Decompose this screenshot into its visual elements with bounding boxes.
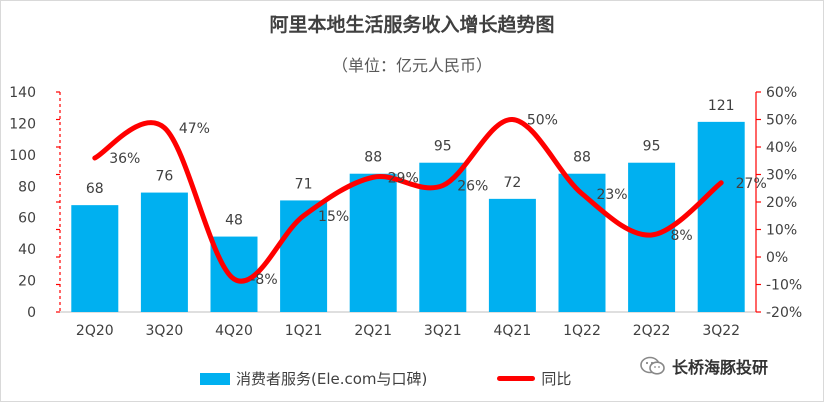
category-label: 4Q20 xyxy=(215,323,253,339)
brand-watermark: 长桥海豚投研 xyxy=(640,354,768,378)
bar xyxy=(140,192,188,312)
line-value-label: 8% xyxy=(670,228,692,244)
category-label: 3Q20 xyxy=(146,323,184,339)
left-tick-label: 20 xyxy=(18,274,36,290)
right-tick-label: 20% xyxy=(766,195,797,211)
bar-value-label: 71 xyxy=(295,176,313,192)
category-label: 2Q20 xyxy=(76,323,114,339)
left-tick-label: 0 xyxy=(27,305,36,321)
bar-value-label: 68 xyxy=(86,181,104,197)
yoy-series-line xyxy=(92,117,724,284)
right-tick-label: -10% xyxy=(766,278,802,294)
legend-line-label: 同比 xyxy=(541,370,572,388)
bar-value-label: 95 xyxy=(643,139,661,155)
category-label: 2Q21 xyxy=(354,323,392,339)
bar-value-label: 88 xyxy=(573,150,591,166)
left-tick-label: 140 xyxy=(9,85,36,101)
line-value-label: 26% xyxy=(457,179,488,195)
line-value-label: 36% xyxy=(109,151,140,167)
line-value-label: 29% xyxy=(388,170,419,186)
chart-legend: 消费者服务(Ele.com与口碑) 同比 xyxy=(200,368,571,389)
bar xyxy=(280,200,328,312)
line-value-label: 47% xyxy=(179,121,210,137)
right-tick-label: 30% xyxy=(766,168,797,184)
bar-value-label: 121 xyxy=(708,98,735,114)
bar-value-label: 95 xyxy=(434,139,452,155)
bar xyxy=(349,173,397,312)
line-value-label: 50% xyxy=(527,113,558,129)
left-tick-label: 100 xyxy=(9,148,36,164)
category-label: 1Q21 xyxy=(285,323,323,339)
brand-label: 长桥海豚投研 xyxy=(672,358,769,377)
category-label: 3Q21 xyxy=(424,323,462,339)
legend-bar-label: 消费者服务(Ele.com与口碑) xyxy=(236,370,428,388)
line-value-label: -8% xyxy=(250,272,277,288)
line-value-label: 23% xyxy=(596,187,627,203)
right-tick-label: 10% xyxy=(766,223,797,239)
right-tick-label: -20% xyxy=(766,305,802,321)
bar-value-label: 88 xyxy=(364,150,382,166)
chart-title: 阿里本地生活服务收入增长趋势图 xyxy=(269,14,555,36)
category-label: 2Q22 xyxy=(633,323,671,339)
chart-subtitle: （单位：亿元人民币） xyxy=(331,56,492,75)
bar xyxy=(71,205,119,312)
wechat-icon xyxy=(640,356,665,375)
right-tick-label: 40% xyxy=(766,140,797,156)
right-tick-label: 0% xyxy=(766,250,788,266)
category-label: 3Q22 xyxy=(702,323,740,339)
legend-bar-swatch xyxy=(200,372,230,385)
legend-line-swatch xyxy=(497,376,536,381)
bar xyxy=(210,236,258,312)
left-tick-label: 40 xyxy=(18,242,36,258)
right-tick-label: 60% xyxy=(766,85,797,101)
line-value-label: 27% xyxy=(736,176,767,192)
category-label: 4Q21 xyxy=(494,323,532,339)
bar-value-label: 72 xyxy=(503,175,521,191)
bar-value-label: 48 xyxy=(225,213,243,229)
bar-value-label: 76 xyxy=(155,169,173,185)
left-tick-label: 80 xyxy=(18,179,36,195)
category-label: 1Q22 xyxy=(563,323,601,339)
bar xyxy=(697,121,745,312)
left-tick-label: 60 xyxy=(18,211,36,227)
left-tick-label: 120 xyxy=(9,116,36,132)
bar xyxy=(488,198,536,312)
line-value-label: 15% xyxy=(318,209,349,225)
right-tick-label: 50% xyxy=(766,113,797,129)
